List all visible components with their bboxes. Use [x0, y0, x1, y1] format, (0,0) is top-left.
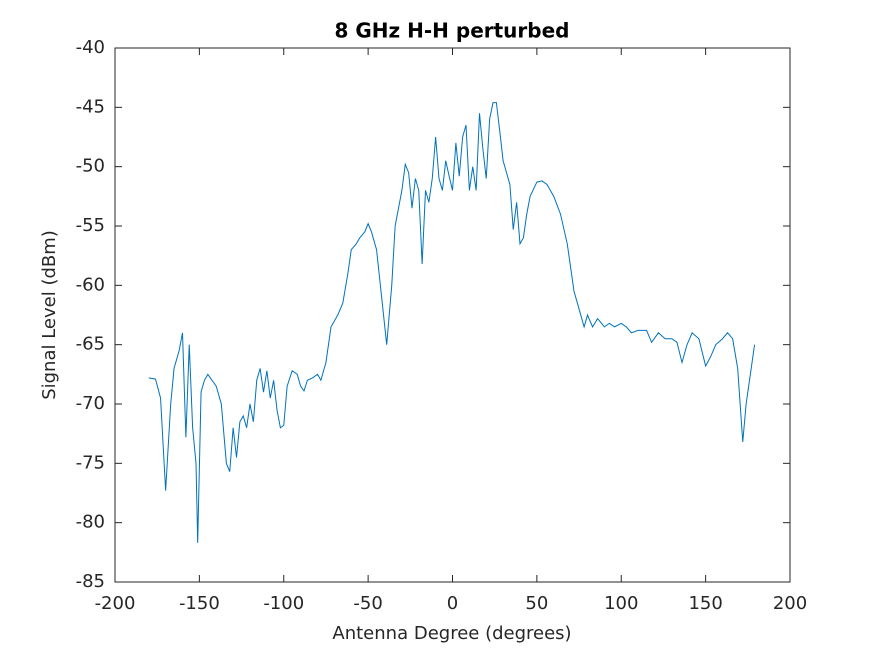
- x-tick-label: -50: [353, 593, 382, 614]
- series-line: [148, 102, 756, 543]
- y-tick-label: -45: [76, 96, 105, 117]
- y-tick-label: -85: [76, 571, 105, 592]
- y-tick-label: -40: [76, 37, 105, 58]
- x-tick-label: 200: [773, 593, 807, 614]
- x-tick-label: 50: [525, 593, 548, 614]
- x-tick-label: -200: [95, 593, 136, 614]
- y-tick-label: -55: [76, 215, 105, 236]
- x-tick-label: 0: [447, 593, 458, 614]
- x-axis-label: Antenna Degree (degrees): [332, 623, 571, 644]
- chart-title: 8 GHz H-H perturbed: [335, 19, 570, 43]
- x-tick-label: -150: [179, 593, 220, 614]
- x-tick-label: 100: [604, 593, 638, 614]
- y-tick-label: -65: [76, 334, 105, 355]
- y-tick-label: -80: [76, 512, 105, 533]
- y-tick-label: -75: [76, 452, 105, 473]
- y-tick-label: -60: [76, 274, 105, 295]
- x-tick-label: -100: [263, 593, 304, 614]
- y-tick-label: -50: [76, 156, 105, 177]
- plot-area: [114, 47, 791, 583]
- y-tick-label: -70: [76, 393, 105, 414]
- x-tick-label: 150: [688, 593, 722, 614]
- y-axis-label: Signal Level (dBm): [39, 230, 60, 400]
